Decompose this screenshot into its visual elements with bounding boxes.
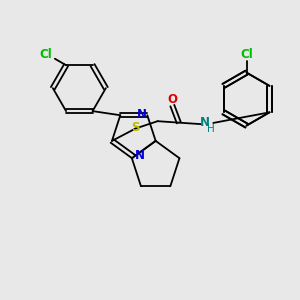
Text: Cl: Cl bbox=[40, 48, 52, 62]
Text: N: N bbox=[200, 116, 210, 129]
Text: Cl: Cl bbox=[240, 48, 253, 61]
Text: N: N bbox=[136, 108, 146, 121]
Text: S: S bbox=[131, 121, 140, 134]
Text: O: O bbox=[167, 93, 177, 106]
Text: H: H bbox=[207, 124, 214, 134]
Text: N: N bbox=[135, 149, 145, 162]
